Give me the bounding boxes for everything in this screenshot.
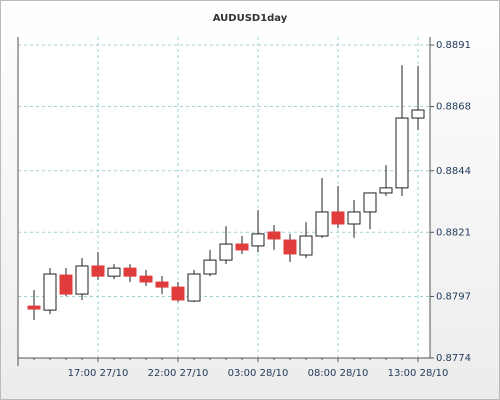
candle-body	[331, 211, 345, 225]
chart-title: AUDUSD1day	[213, 13, 288, 24]
candle-body	[43, 273, 57, 311]
x-tick-label: 17:00 27/10	[68, 368, 129, 379]
y-tick-label: 0.8868	[436, 102, 471, 113]
candle-body	[251, 233, 265, 247]
candle-body	[219, 243, 233, 261]
x-tick-label: 22:00 27/10	[148, 368, 209, 379]
y-tick-label: 0.8774	[436, 353, 471, 364]
candle-body	[411, 109, 425, 119]
candle-body	[155, 281, 169, 288]
candle-body	[171, 286, 185, 301]
candle-body	[59, 274, 73, 295]
y-tick-label: 0.8821	[436, 227, 471, 238]
candle-body	[379, 187, 393, 194]
y-tick-label: 0.8844	[436, 166, 471, 177]
x-tick-label: 03:00 28/10	[228, 368, 289, 379]
candle-body	[75, 265, 89, 295]
candle-body	[203, 259, 217, 275]
candle-body	[267, 231, 281, 240]
candle-body	[363, 192, 377, 213]
candle-body	[139, 275, 153, 283]
candle-body	[283, 239, 297, 255]
candle-body	[235, 243, 249, 251]
y-tick-label: 0.8891	[436, 40, 471, 51]
candle-body	[107, 267, 121, 277]
candle-body	[187, 273, 201, 302]
candle-body	[315, 211, 329, 237]
candle-body	[395, 117, 409, 189]
candle-body	[123, 267, 137, 277]
candle-body	[91, 265, 105, 277]
plot-area	[18, 37, 430, 358]
candle-body	[27, 305, 41, 310]
x-tick-label: 08:00 28/10	[308, 368, 369, 379]
y-tick-label: 0.8797	[436, 291, 471, 302]
candle-body	[299, 235, 313, 256]
candle-body	[347, 211, 361, 225]
x-tick-label: 13:00 28/10	[388, 368, 449, 379]
